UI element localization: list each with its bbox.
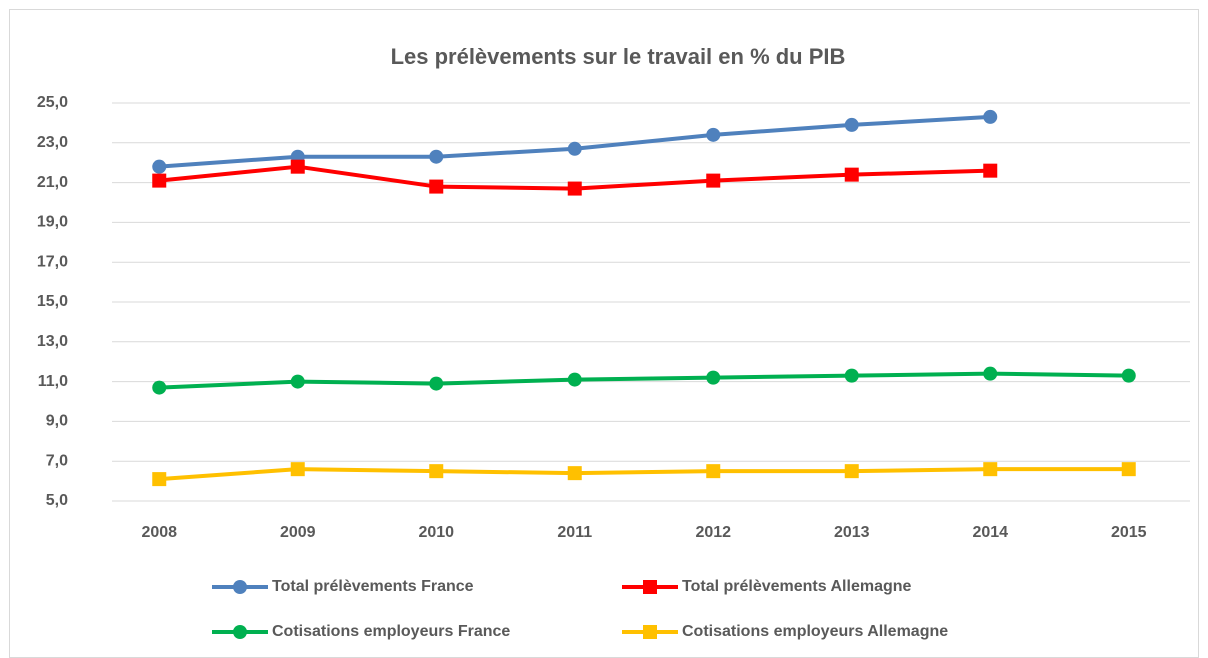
- data-point: [844, 464, 859, 479]
- data-point: [152, 159, 167, 174]
- legend-label: Total prélèvements Allemagne: [682, 578, 912, 595]
- data-point: [152, 380, 167, 395]
- legend-label: Cotisations employeurs Allemagne: [682, 623, 948, 640]
- x-tick-label: 2013: [834, 524, 870, 541]
- data-point: [844, 167, 859, 182]
- legend-label: Cotisations employeurs France: [272, 623, 510, 640]
- data-point: [1121, 368, 1136, 383]
- series-line: [159, 371, 1129, 390]
- x-tick-label: 2012: [695, 524, 731, 541]
- y-tick-label: 11,0: [38, 373, 68, 390]
- chart-title: Les prélèvements sur le travail en % du …: [391, 44, 846, 69]
- data-point: [429, 376, 444, 391]
- data-point: [706, 173, 721, 188]
- legend-marker: [643, 580, 657, 594]
- data-point: [290, 159, 305, 174]
- x-tick-label: 2008: [141, 524, 177, 541]
- data-point: [983, 366, 998, 381]
- data-point: [567, 466, 582, 481]
- data-point: [567, 181, 582, 196]
- x-tick-label: 2011: [557, 524, 592, 541]
- data-point: [152, 173, 167, 188]
- y-tick-label: 5,0: [46, 492, 68, 509]
- data-point: [290, 374, 305, 389]
- x-tick-label: 2015: [1111, 524, 1147, 541]
- data-point: [844, 368, 859, 383]
- series-line: [159, 467, 1129, 482]
- data-point: [567, 372, 582, 387]
- y-tick-label: 13,0: [37, 333, 68, 350]
- data-point: [290, 462, 305, 477]
- y-tick-label: 9,0: [46, 413, 68, 430]
- legend-label: Total prélèvements France: [272, 578, 474, 595]
- y-tick-label: 17,0: [37, 253, 68, 270]
- y-tick-label: 19,0: [37, 214, 68, 231]
- data-point: [706, 370, 721, 385]
- data-point: [706, 464, 721, 479]
- x-tick-label: 2009: [280, 524, 316, 541]
- data-point: [429, 149, 444, 164]
- data-point: [1121, 462, 1136, 477]
- data-point: [983, 109, 998, 124]
- legend-marker: [643, 625, 657, 639]
- data-point: [152, 472, 167, 487]
- y-tick-label: 23,0: [37, 134, 68, 151]
- data-point: [844, 117, 859, 132]
- y-tick-label: 25,0: [37, 94, 68, 111]
- data-point: [983, 462, 998, 477]
- legend-marker: [233, 580, 247, 594]
- x-tick-label: 2014: [972, 524, 1008, 541]
- data-point: [706, 127, 721, 142]
- y-tick-label: 21,0: [37, 174, 68, 191]
- chart-border: [9, 9, 1199, 658]
- y-tick-label: 15,0: [37, 293, 68, 310]
- data-point: [567, 141, 582, 156]
- x-tick-label: 2010: [418, 524, 454, 541]
- data-point: [983, 163, 998, 178]
- legend-marker: [233, 625, 247, 639]
- data-point: [429, 464, 444, 479]
- data-point: [429, 179, 444, 194]
- y-tick-label: 7,0: [46, 452, 68, 469]
